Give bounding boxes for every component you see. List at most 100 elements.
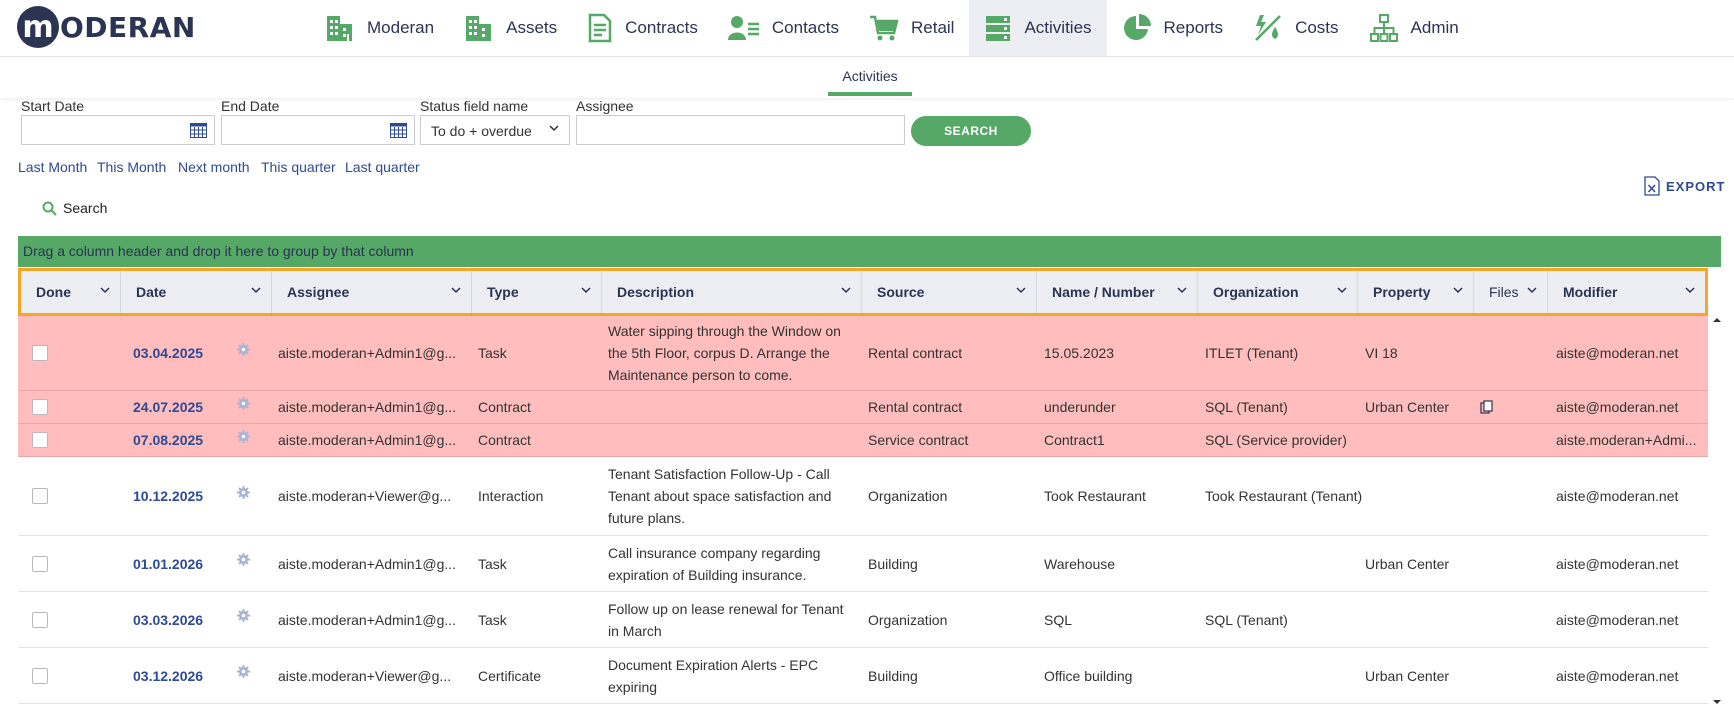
row-settings-cell xyxy=(237,536,257,591)
nav-label: Reports xyxy=(1163,18,1224,37)
hierarchy-icon xyxy=(1369,14,1398,42)
quick-link-last-month[interactable]: Last Month xyxy=(18,159,88,175)
type-cell: Task xyxy=(478,611,507,628)
nav-item-costs[interactable]: Costs xyxy=(1238,0,1353,56)
table-row[interactable]: 24.07.2025 aiste.moderan+Admin1@g... Contr… xyxy=(18,391,1708,424)
export-button[interactable]: EXPORT xyxy=(1644,176,1725,196)
type-cell: Certificate xyxy=(478,667,542,684)
chevron-down-icon[interactable] xyxy=(1527,286,1537,294)
nav-item-retail[interactable]: Retail xyxy=(854,0,969,56)
nav-label: Contacts xyxy=(771,18,839,37)
chevron-down-icon[interactable] xyxy=(1453,286,1463,294)
table-row[interactable]: 10.12.2025 aiste.moderan+Viewer@g... Inter… xyxy=(18,457,1708,536)
date-cell[interactable]: 10.12.2025 xyxy=(133,488,204,504)
attachment-icon[interactable] xyxy=(1480,400,1494,414)
chevron-down-icon[interactable] xyxy=(451,286,461,294)
date-cell[interactable]: 24.07.2025 xyxy=(133,399,204,415)
column-header-type[interactable]: Type xyxy=(472,271,602,313)
start-date-input[interactable] xyxy=(21,115,215,145)
end-date-input[interactable] xyxy=(221,115,415,145)
description-cell: Follow up on lease renewal for Tenant in… xyxy=(608,600,844,639)
column-header-files[interactable]: Files xyxy=(1474,271,1548,313)
nav-item-assets[interactable]: Assets xyxy=(449,0,572,56)
done-checkbox[interactable] xyxy=(32,432,48,448)
date-cell[interactable]: 01.01.2026 xyxy=(133,555,204,572)
table-row[interactable]: 03.12.2026 aiste.moderan+Viewer@g... Certi… xyxy=(18,648,1708,704)
date-cell[interactable]: 03.03.2026 xyxy=(133,611,204,628)
table-row[interactable]: 07.08.2025 aiste.moderan+Admin1@g... Contr… xyxy=(18,424,1708,457)
description-cell xyxy=(608,391,858,423)
gear-icon[interactable] xyxy=(237,396,250,410)
gear-icon[interactable] xyxy=(237,553,250,566)
grid-search-label: Search xyxy=(63,200,108,216)
column-header-assignee[interactable]: Assignee xyxy=(272,271,472,313)
column-header-property[interactable]: Property xyxy=(1358,271,1474,313)
calendar-icon[interactable] xyxy=(190,123,207,138)
table-row[interactable]: 03.04.2025 aiste.moderan+Admin1@g... Task W… xyxy=(18,316,1708,391)
moderan-logo[interactable]: m ODERAN xyxy=(17,6,196,48)
gear-icon[interactable] xyxy=(237,485,250,499)
chevron-down-icon[interactable] xyxy=(251,286,261,294)
column-header-organization[interactable]: Organization xyxy=(1198,271,1358,313)
column-header-description[interactable]: Description xyxy=(602,271,862,313)
gear-icon[interactable] xyxy=(237,665,250,678)
chevron-down-icon[interactable] xyxy=(1177,286,1187,294)
gear-icon[interactable] xyxy=(237,342,250,356)
nav-item-contacts[interactable]: Contacts xyxy=(713,0,854,56)
gear-icon[interactable] xyxy=(237,429,250,443)
nav-item-contracts[interactable]: Contracts xyxy=(572,0,713,56)
chevron-down-icon[interactable] xyxy=(100,286,110,294)
nav-label: Contracts xyxy=(625,18,698,37)
building-icon xyxy=(466,16,492,41)
done-cell xyxy=(32,536,62,591)
table-row[interactable]: 03.03.2026 aiste.moderan+Admin1@g... Task F… xyxy=(18,592,1708,648)
column-header-modifier[interactable]: Modifier xyxy=(1548,271,1705,313)
date-cell[interactable]: 07.08.2025 xyxy=(133,432,204,448)
chevron-down-icon[interactable] xyxy=(1016,286,1026,294)
done-checkbox[interactable] xyxy=(32,611,48,628)
column-header-label: Property xyxy=(1373,284,1431,300)
assignee-cell: aiste.moderan+Admin1@g... xyxy=(278,345,457,361)
nav-item-activities[interactable]: Activities xyxy=(969,0,1107,56)
quick-link-this-quarter[interactable]: This quarter xyxy=(261,159,336,175)
done-checkbox[interactable] xyxy=(32,488,48,504)
scroll-up-arrow-icon[interactable] xyxy=(1710,316,1724,324)
date-cell[interactable]: 03.12.2026 xyxy=(133,667,204,684)
column-header-name-number[interactable]: Name / Number xyxy=(1037,271,1198,313)
quick-link-next-month[interactable]: Next month xyxy=(178,159,250,175)
column-header-date[interactable]: Date xyxy=(121,271,272,313)
calendar-icon[interactable] xyxy=(390,123,407,138)
chevron-down-icon[interactable] xyxy=(841,286,851,294)
chevron-down-icon[interactable] xyxy=(581,286,591,294)
column-header-label: Date xyxy=(136,284,167,300)
nav-item-moderan[interactable]: Moderan xyxy=(310,0,449,56)
assignee-input[interactable] xyxy=(576,115,905,145)
scroll-down-arrow-icon[interactable] xyxy=(1710,698,1724,706)
table-row[interactable]: 01.01.2026 aiste.moderan+Admin1@g... Task C… xyxy=(18,536,1708,592)
done-checkbox[interactable] xyxy=(32,667,48,684)
chevron-down-icon[interactable] xyxy=(1685,286,1695,294)
quick-link-last-quarter[interactable]: Last quarter xyxy=(345,159,420,175)
gear-icon[interactable] xyxy=(237,609,250,622)
column-header-source[interactable]: Source xyxy=(862,271,1037,313)
files-cell xyxy=(1480,648,1540,703)
done-checkbox[interactable] xyxy=(32,345,48,361)
description-cell: Document Expiration Alerts - EPC expirin… xyxy=(608,656,819,695)
tab-activities[interactable]: Activities xyxy=(828,58,912,96)
search-button[interactable]: SEARCH xyxy=(911,116,1031,146)
column-header-done[interactable]: Done xyxy=(21,271,121,313)
vertical-scrollbar[interactable] xyxy=(1710,316,1724,706)
start-date-label: Start Date xyxy=(21,98,85,114)
done-checkbox[interactable] xyxy=(32,555,48,572)
date-cell[interactable]: 03.04.2025 xyxy=(133,345,204,361)
nav-item-admin[interactable]: Admin xyxy=(1354,0,1474,56)
done-checkbox[interactable] xyxy=(32,399,48,415)
quick-link-this-month[interactable]: This Month xyxy=(97,159,167,175)
name-cell: 15.05.2023 xyxy=(1044,345,1115,361)
status-select[interactable]: To do + overdue xyxy=(420,115,570,145)
group-by-drop-area[interactable]: Drag a column header and drop it here to… xyxy=(18,236,1721,267)
grid-search[interactable]: Search xyxy=(42,200,107,216)
row-settings-cell xyxy=(237,592,257,647)
nav-item-reports[interactable]: Reports xyxy=(1107,0,1239,56)
chevron-down-icon[interactable] xyxy=(1337,286,1347,294)
